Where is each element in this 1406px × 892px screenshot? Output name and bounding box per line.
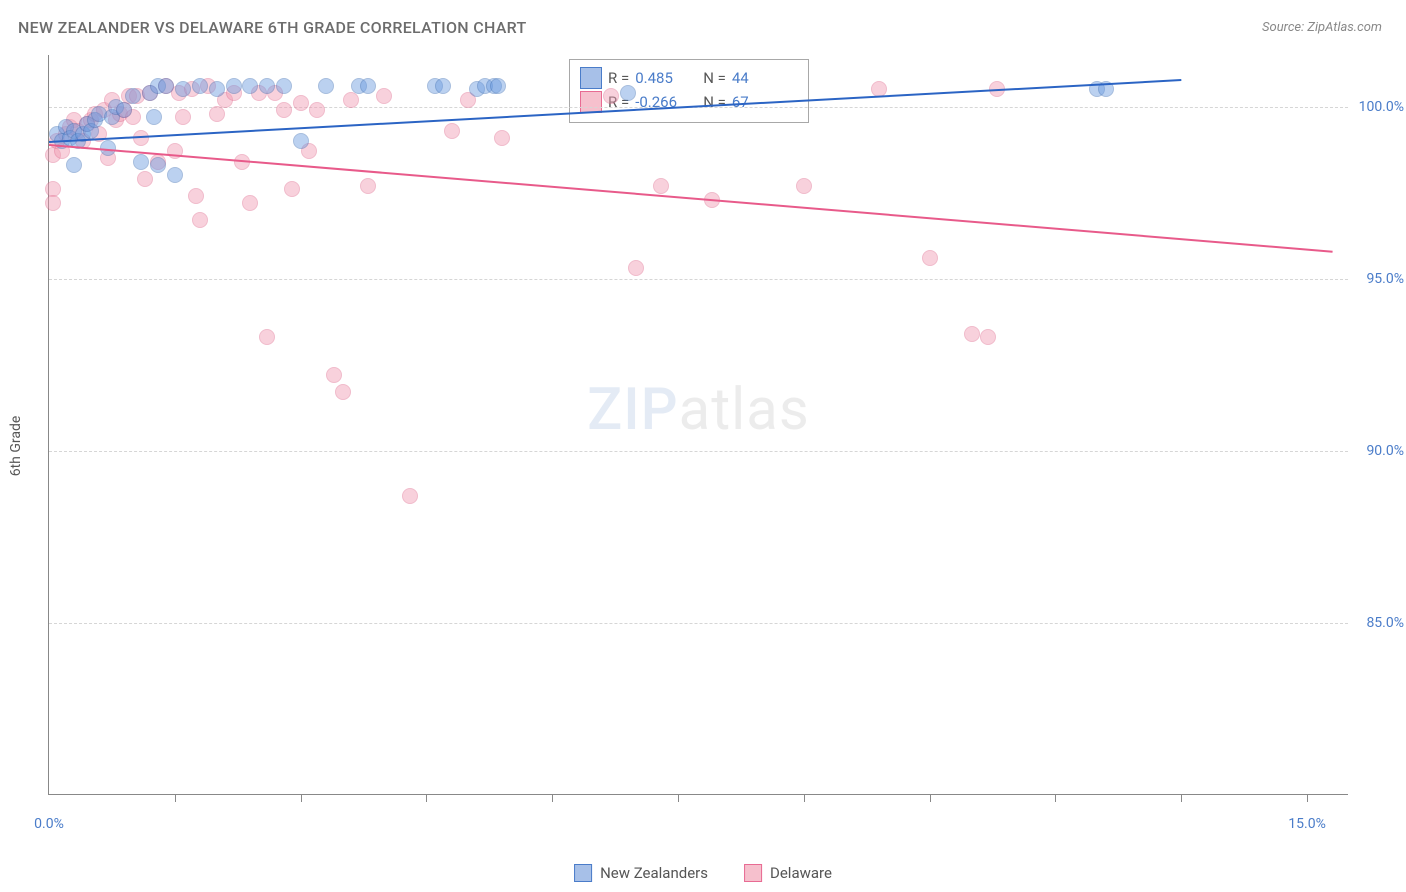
plot-area: ZIPatlas R =0.485N =44R =-0.266N =67 85.… [48, 55, 1348, 795]
scatter-point [490, 78, 506, 94]
source-attribution: Source: ZipAtlas.com [1262, 20, 1382, 35]
x-tick [1055, 794, 1056, 802]
scatter-point [922, 250, 938, 266]
scatter-point [620, 85, 636, 101]
scatter-point [796, 178, 812, 194]
n-label: N = [703, 66, 726, 90]
r-value: 0.485 [635, 66, 697, 90]
scatter-point [192, 212, 208, 228]
scatter-point [335, 384, 351, 400]
x-tick [301, 794, 302, 802]
scatter-point [146, 109, 162, 125]
x-tick-label: 15.0% [1288, 816, 1326, 832]
legend-swatch-icon [744, 864, 762, 882]
y-tick-label: 85.0% [1366, 615, 1404, 631]
scatter-point [242, 78, 258, 94]
legend-label: New Zealanders [600, 864, 708, 882]
scatter-point [980, 329, 996, 345]
gridline-h [49, 279, 1348, 280]
x-tick [426, 794, 427, 802]
x-tick [1307, 794, 1308, 802]
scatter-point [435, 78, 451, 94]
scatter-point [259, 78, 275, 94]
scatter-point [175, 109, 191, 125]
y-tick-label: 95.0% [1366, 271, 1404, 287]
scatter-point [226, 78, 242, 94]
y-tick-label: 90.0% [1366, 443, 1404, 459]
stats-legend-row: R =0.485N =44 [580, 66, 794, 90]
scatter-point [167, 167, 183, 183]
scatter-point [192, 78, 208, 94]
x-tick [804, 794, 805, 802]
scatter-point [276, 78, 292, 94]
scatter-point [653, 178, 669, 194]
x-tick [678, 794, 679, 802]
scatter-point [293, 133, 309, 149]
scatter-point [158, 78, 174, 94]
legend-item: Delaware [744, 864, 832, 882]
scatter-point [66, 157, 82, 173]
scatter-point [326, 367, 342, 383]
scatter-point [494, 130, 510, 146]
y-axis-title: 6th Grade [8, 416, 24, 477]
scatter-point [444, 123, 460, 139]
scatter-point [964, 326, 980, 342]
gridline-h [49, 451, 1348, 452]
x-tick [930, 794, 931, 802]
scatter-point [125, 88, 141, 104]
scatter-point [603, 88, 619, 104]
scatter-point [116, 102, 132, 118]
scatter-point [133, 154, 149, 170]
scatter-point [259, 329, 275, 345]
scatter-point [175, 81, 191, 97]
scatter-point [293, 95, 309, 111]
scatter-point [318, 78, 334, 94]
chart-title: NEW ZEALANDER VS DELAWARE 6TH GRADE CORR… [18, 18, 527, 37]
scatter-point [376, 88, 392, 104]
x-tick [552, 794, 553, 802]
scatter-point [242, 195, 258, 211]
series-legend: New Zealanders Delaware [574, 864, 832, 882]
scatter-point [45, 195, 61, 211]
legend-label: Delaware [770, 864, 832, 882]
watermark: ZIPatlas [587, 376, 810, 444]
trend-line [49, 144, 1332, 253]
scatter-point [209, 106, 225, 122]
legend-swatch-icon [574, 864, 592, 882]
watermark-atlas: atlas [679, 376, 810, 444]
n-value: 44 [732, 66, 794, 90]
scatter-point [402, 488, 418, 504]
gridline-h [49, 623, 1348, 624]
x-tick-label: 0.0% [34, 816, 64, 832]
scatter-point [209, 81, 225, 97]
scatter-point [343, 92, 359, 108]
legend-swatch-icon [580, 91, 602, 113]
y-tick-label: 100.0% [1359, 99, 1404, 115]
scatter-point [284, 181, 300, 197]
scatter-point [360, 78, 376, 94]
x-tick [1181, 794, 1182, 802]
legend-item: New Zealanders [574, 864, 708, 882]
watermark-zip: ZIP [587, 376, 678, 444]
scatter-point [137, 171, 153, 187]
scatter-point [150, 157, 166, 173]
scatter-point [309, 102, 325, 118]
scatter-point [628, 260, 644, 276]
scatter-point [276, 102, 292, 118]
x-tick [175, 794, 176, 802]
scatter-point [360, 178, 376, 194]
scatter-point [188, 188, 204, 204]
n-label: N = [703, 90, 726, 114]
legend-swatch-icon [580, 67, 602, 89]
